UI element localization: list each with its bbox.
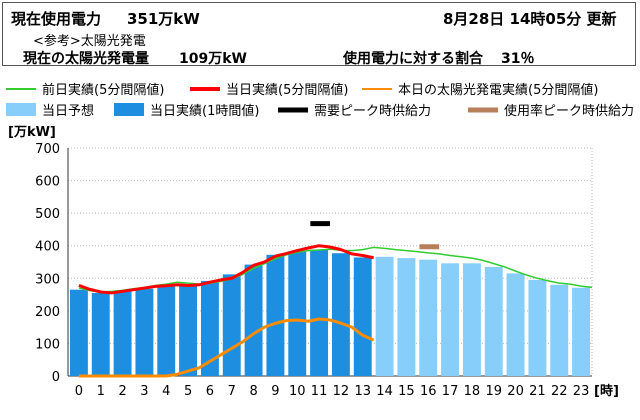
- x-tick-label: 9: [271, 384, 279, 399]
- y-tick-label: 600: [35, 175, 60, 190]
- x-tick-label: 13: [354, 384, 371, 399]
- actual-hourly-bar: [222, 274, 241, 376]
- x-tick-label: 0: [75, 384, 83, 399]
- forecast-bar: [528, 279, 547, 376]
- actual-hourly-bar: [179, 284, 198, 376]
- current-usage-label: 現在使用電力: [11, 10, 102, 28]
- x-tick-label: 22: [551, 384, 568, 399]
- legend-label: 当日予想: [42, 103, 94, 119]
- legend-item: 当日実績(1時間値): [114, 103, 259, 119]
- solar-generation-value: 109万kW: [179, 51, 247, 67]
- forecast-bar: [572, 287, 591, 376]
- forecast-bar: [375, 256, 394, 376]
- solar-ratio-value: 31％: [501, 51, 535, 67]
- x-tick-label: 5: [184, 384, 192, 399]
- actual-hourly-bar: [157, 286, 176, 376]
- forecast-bar: [397, 258, 416, 376]
- actual-hourly-bar: [310, 249, 329, 376]
- actual-hourly-bar: [113, 290, 132, 376]
- y-tick-label: 200: [35, 305, 60, 320]
- actual-hourly-bar: [331, 253, 350, 376]
- legend-item: 本日の太陽光発電実績(5分間隔値): [362, 82, 598, 98]
- header-panel: 現在使用電力 351万kW 8月28日 14時05分 更新 <参考>太陽光発電 …: [2, 2, 636, 67]
- x-tick-label: 15: [398, 384, 415, 399]
- legend-label: 当日実績(5分間隔値): [226, 82, 348, 98]
- legend-swatch: [6, 103, 36, 116]
- legend-label: 需要ピーク時供給力: [314, 104, 431, 119]
- actual-hourly-bar: [200, 280, 219, 376]
- reference-label: <参考>太陽光発電: [33, 34, 146, 49]
- actual-hourly-bar: [244, 264, 263, 376]
- y-tick-label: 400: [35, 240, 60, 255]
- legend-item: 使用率ピーク時供給力: [468, 103, 634, 119]
- x-tick-label: 20: [507, 384, 524, 399]
- y-tick-label: 300: [35, 272, 60, 287]
- actual-hourly-bar: [91, 292, 110, 376]
- legend-label: 本日の太陽光発電実績(5分間隔値): [398, 82, 598, 98]
- x-tick-label: 12: [333, 384, 350, 399]
- legend-item: 当日予想: [6, 103, 94, 119]
- solar-ratio-label: 使用電力に対する割合: [343, 51, 483, 67]
- x-tick-label: 2: [118, 384, 126, 399]
- actual-hourly-bar: [353, 257, 372, 376]
- today-5min-line: [78, 244, 374, 295]
- forecast-bar: [484, 266, 503, 376]
- legend-swatch: [114, 103, 144, 116]
- actual-hourly-bar: [135, 288, 154, 376]
- legend-item: 当日実績(5分間隔値): [190, 82, 348, 98]
- x-tick-label: 17: [442, 384, 459, 399]
- y-tick-label: 500: [35, 207, 60, 222]
- x-tick-label: 16: [420, 384, 437, 399]
- legend-label: 前日実績(5分間隔値): [42, 82, 164, 98]
- forecast-bar: [441, 263, 460, 376]
- x-tick-label: 11: [311, 384, 328, 399]
- x-tick-label: 19: [485, 384, 502, 399]
- x-tick-label: 23: [573, 384, 590, 399]
- y-tick-label: 0: [52, 370, 60, 385]
- x-tick-label: 10: [289, 384, 306, 399]
- actual-hourly-bar: [266, 254, 285, 376]
- x-tick-label: 3: [140, 384, 148, 399]
- actual-hourly-bar: [288, 251, 307, 376]
- solar-generation-label: 現在の太陽光発電量: [23, 51, 149, 67]
- x-tick-label: 6: [206, 384, 214, 399]
- y-tick-label: 700: [35, 142, 60, 157]
- update-datetime: 8月28日 14時05分 更新: [443, 10, 617, 28]
- legend-label: 当日実績(1時間値): [150, 103, 259, 119]
- legend-item: 需要ピーク時供給力: [278, 104, 431, 119]
- legend-item: 前日実績(5分間隔値): [6, 82, 164, 98]
- y-tick-label: 100: [35, 337, 60, 352]
- actual-hourly-bar: [69, 289, 88, 376]
- x-tick-label: 8: [249, 384, 257, 399]
- x-tick-label: 14: [376, 384, 393, 399]
- x-tick-label: 4: [162, 384, 170, 399]
- forecast-bar: [506, 273, 525, 376]
- current-usage-value: 351万kW: [127, 10, 200, 28]
- x-tick-label: 1: [97, 384, 105, 399]
- forecast-bar: [419, 259, 438, 376]
- y-unit-label: [万kW]: [8, 125, 56, 140]
- solar-generation-line: [78, 317, 375, 378]
- x-tick-label: 21: [529, 384, 546, 399]
- x-unit-label: [時]: [594, 383, 619, 399]
- forecast-bar: [550, 284, 569, 376]
- x-tick-label: 18: [464, 384, 481, 399]
- x-tick-label: 7: [228, 384, 236, 399]
- forecast-bar: [462, 263, 481, 376]
- legend-label: 使用率ピーク時供給力: [504, 103, 634, 119]
